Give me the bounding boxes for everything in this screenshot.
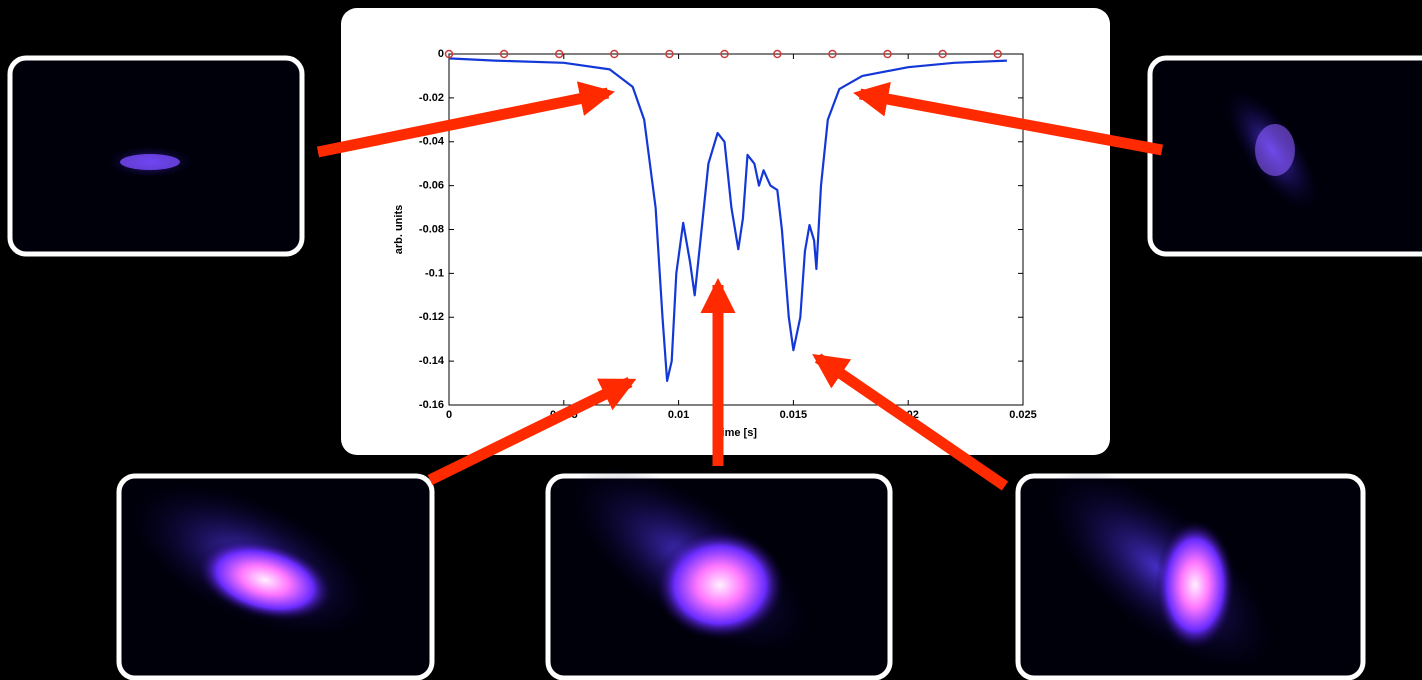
point-marker [665,49,674,59]
point-marker [499,49,509,59]
point-marker [610,49,619,59]
y-axis-label: arb. units [393,205,405,255]
arrow [812,353,1009,491]
point-marker [554,49,564,59]
arrow [427,377,637,485]
point-marker [883,49,892,59]
inset-top-left [7,55,305,257]
y-tick-label: -0.06 [419,180,444,192]
point-marker [828,49,837,59]
data-line [448,57,1007,382]
inset-images [7,55,1422,680]
chart: -0.16 -0.14 -0.12 -0.1 -0.08 -0.06 -0.04 -0.02 0… [393,48,1037,439]
point-marker [720,49,729,59]
y-tick-label: -0.1 [425,267,444,279]
y-tick-label: -0.08 [419,223,444,235]
inset-bottom-right [1015,468,1366,680]
x-tick-label: 0.015 [780,409,808,421]
arrow [316,81,615,158]
y-tick-label: -0.12 [419,311,444,323]
x-tick-label: 0 [446,409,452,421]
x-axis-label: Time [s] [715,427,757,439]
inset-bottom-center [545,465,893,680]
y-tick-label: -0.02 [419,92,444,104]
x-tick-label: 0.025 [1009,409,1037,421]
point-marker [938,49,947,59]
arrow [853,81,1164,156]
point-marker [993,49,1002,59]
y-tick-label: -0.16 [419,399,444,411]
arrows [316,81,1164,491]
inset-top-right [1147,55,1422,257]
point-marker [444,49,454,59]
y-tick-label: -0.14 [419,355,445,367]
y-tick-label: -0.04 [419,136,445,148]
x-tick-label: 0.01 [668,409,689,421]
point-marker [773,49,782,59]
y-tick-label: 0 [438,48,444,60]
inset-bottom-left [116,473,435,680]
